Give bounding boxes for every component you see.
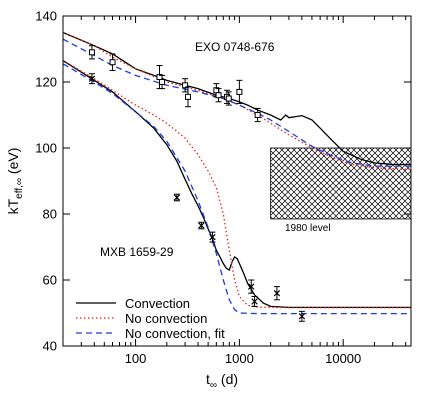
x-axis-title: t∞ (d)	[206, 371, 238, 391]
data-point-exo-0748-676-10	[236, 79, 243, 104]
x-axis-title-unit: (d)	[217, 371, 238, 387]
y-tick-label-60: 60	[43, 273, 57, 288]
y-axis-title-main: kT	[5, 198, 21, 214]
y-tick-label-40: 40	[43, 339, 57, 354]
legend-label-no-convection: No convection	[125, 311, 207, 326]
legend: Convection No convection No convection, …	[76, 296, 225, 341]
data-point-exo-0748-676-11	[254, 107, 261, 123]
y-tick-label-100: 100	[35, 141, 57, 156]
data-point-exo-0748-676-7	[215, 88, 222, 103]
data-point-mxb-1659-29-3	[209, 231, 216, 243]
legend-label-convection: Convection	[125, 296, 190, 311]
y-axis-title-unit: (eV)	[5, 148, 21, 178]
data-point-exo-0748-676-5	[185, 86, 192, 108]
annotation-mxb: MXB 1659-29	[100, 245, 174, 259]
y-axis-title: kTeff,∞ (eV)	[5, 148, 25, 215]
data-point-mxb-1659-29-6	[273, 286, 281, 301]
data-point-mxb-1659-29-0	[88, 73, 96, 85]
data-point-exo-0748-676-3	[159, 74, 166, 90]
legend-label-no-convection-fit: No convection, fit	[125, 326, 225, 341]
x-tick-label-1000: 1000	[225, 351, 254, 366]
hatched-region-1980-level	[270, 147, 412, 220]
observations-layer	[88, 45, 306, 322]
data-point-mxb-1659-29-4	[247, 279, 255, 294]
data-point-exo-0748-676-9	[225, 91, 232, 106]
data-point-mxb-1659-29-2	[198, 221, 205, 230]
data-point-exo-0748-676-1	[109, 53, 116, 71]
series-mxb-1659-29-no-convection-fit	[63, 63, 411, 315]
data-point-exo-0748-676-4	[182, 78, 189, 93]
plot-frame	[62, 15, 412, 347]
data-point-mxb-1659-29-1	[173, 193, 181, 202]
data-point-mxb-1659-29-5	[251, 296, 258, 307]
x-tick-label-100: 100	[125, 351, 147, 366]
y-tick-label-140: 140	[35, 9, 57, 24]
x-axis-title-sub: ∞	[210, 380, 217, 391]
annotation-1980-level: 1980 level	[285, 223, 331, 234]
x-axis-title-main: t	[206, 371, 210, 387]
y-tick-label-80: 80	[43, 207, 57, 222]
y-tick-label-120: 120	[35, 75, 57, 90]
annotation-exo: EXO 0748-676	[195, 40, 275, 54]
ticks-layer: 40 60 80 100 120 140 100 1000 10000	[35, 9, 411, 366]
series-exo-0748-676-no-convection	[63, 31, 411, 171]
y-axis-title-sub: eff,∞	[14, 178, 25, 199]
data-point-exo-0748-676-0	[88, 45, 95, 60]
series-mxb-1659-29-no-convection	[63, 59, 411, 309]
hatched-region-layer	[270, 147, 412, 220]
x-tick-label-10000: 10000	[325, 351, 361, 366]
data-point-mxb-1659-29-7	[298, 310, 306, 322]
